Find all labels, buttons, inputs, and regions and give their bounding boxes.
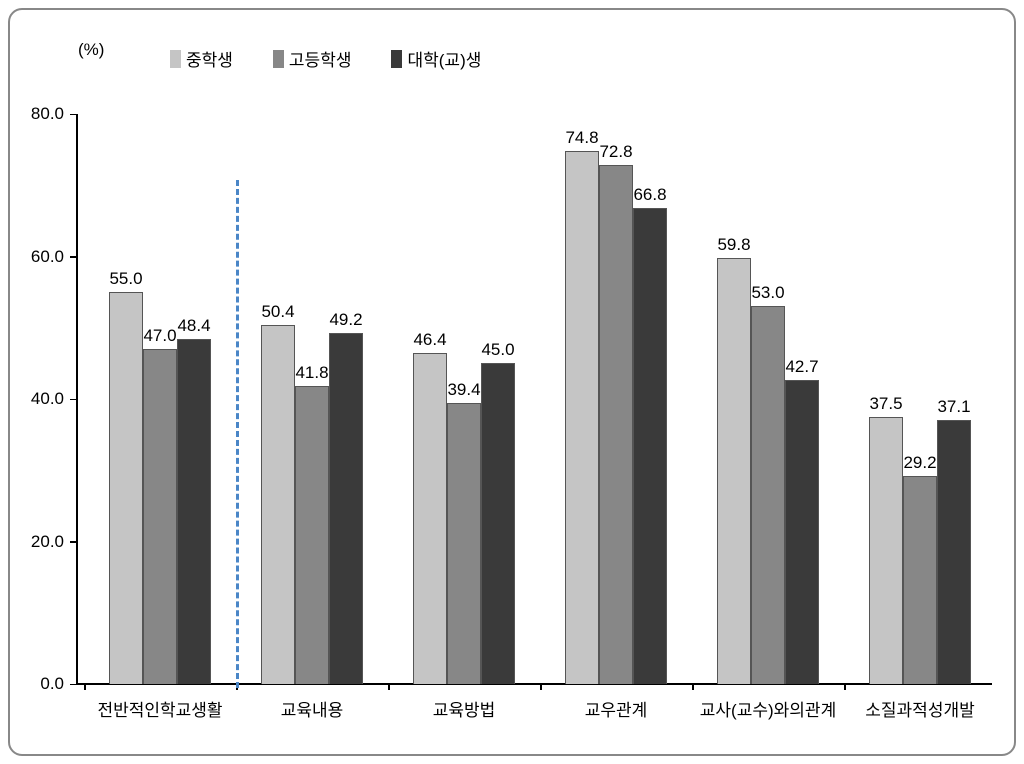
legend-swatch-0 [170, 50, 181, 68]
bar [413, 353, 447, 684]
x-tick-label: 교육내용 [281, 696, 344, 721]
x-axis-line [76, 683, 992, 685]
y-tick [70, 541, 76, 543]
bar-value-label: 37.5 [869, 394, 902, 414]
bar-value-label: 39.4 [447, 380, 480, 400]
bar [937, 420, 971, 684]
legend: 중학생 고등학생 대학(교)생 [170, 46, 481, 71]
bar-value-label: 41.8 [295, 363, 328, 383]
bar [869, 417, 903, 684]
bar-value-label: 45.0 [481, 340, 514, 360]
x-tick-label: 교사(교수)와의관계 [700, 696, 836, 721]
x-tick [692, 684, 694, 690]
bar [109, 292, 143, 684]
bar-value-label: 29.2 [903, 453, 936, 473]
x-tick [388, 684, 390, 690]
x-tick-label: 소질과적성개발 [865, 696, 974, 721]
bar [447, 403, 481, 684]
bar-value-label: 46.4 [413, 330, 446, 350]
x-tick [84, 684, 86, 690]
y-tick [70, 399, 76, 401]
bar-value-label: 59.8 [717, 235, 750, 255]
bar-value-label: 48.4 [177, 316, 210, 336]
bar-value-label: 72.8 [599, 142, 632, 162]
bar [261, 325, 295, 684]
y-tick-label: 20.0 [31, 532, 64, 552]
y-axis-unit: (%) [78, 40, 104, 60]
bar [903, 476, 937, 684]
bar [295, 386, 329, 684]
chart-frame: (%) 중학생 고등학생 대학(교)생 0.0 20.0 40.0 60.0 80.0 전… [8, 8, 1016, 756]
legend-label-0: 중학생 [186, 46, 233, 71]
x-tick-label: 교우관계 [585, 696, 648, 721]
y-axis-line [76, 114, 78, 684]
y-tick-label: 0.0 [40, 674, 64, 694]
bar-value-label: 49.2 [329, 310, 362, 330]
y-tick [70, 684, 76, 686]
y-tick [70, 114, 76, 116]
legend-item-2: 대학(교)생 [391, 46, 481, 71]
bar-value-label: 66.8 [633, 185, 666, 205]
legend-item-0: 중학생 [170, 46, 233, 71]
legend-label-1: 고등학생 [289, 46, 352, 71]
bar-value-label: 53.0 [751, 283, 784, 303]
bar [717, 258, 751, 684]
plot-area: 0.020.040.060.080.0전반적인학교생활55.047.048.4교… [76, 114, 992, 684]
bar-value-label: 55.0 [109, 269, 142, 289]
bar [329, 333, 363, 684]
bar-value-label: 47.0 [143, 326, 176, 346]
y-tick-label: 80.0 [31, 104, 64, 124]
bar [751, 306, 785, 684]
legend-item-1: 고등학생 [273, 46, 352, 71]
bar-value-label: 50.4 [261, 302, 294, 322]
x-tick-label: 전반적인학교생활 [97, 696, 222, 721]
x-tick [540, 684, 542, 690]
bar [633, 208, 667, 684]
legend-label-2: 대학(교)생 [407, 46, 481, 71]
legend-swatch-2 [391, 50, 402, 68]
x-tick-label: 교육방법 [433, 696, 496, 721]
y-tick-label: 40.0 [31, 389, 64, 409]
bar [481, 363, 515, 684]
category-divider [236, 180, 239, 688]
bar [599, 165, 633, 684]
y-tick-label: 60.0 [31, 247, 64, 267]
bar-value-label: 42.7 [785, 357, 818, 377]
bar [565, 151, 599, 684]
y-tick [70, 256, 76, 258]
legend-swatch-1 [273, 50, 284, 68]
bar-value-label: 37.1 [937, 397, 970, 417]
x-tick [844, 684, 846, 690]
bar [177, 339, 211, 684]
bar [143, 349, 177, 684]
bar-value-label: 74.8 [565, 128, 598, 148]
bar [785, 380, 819, 684]
